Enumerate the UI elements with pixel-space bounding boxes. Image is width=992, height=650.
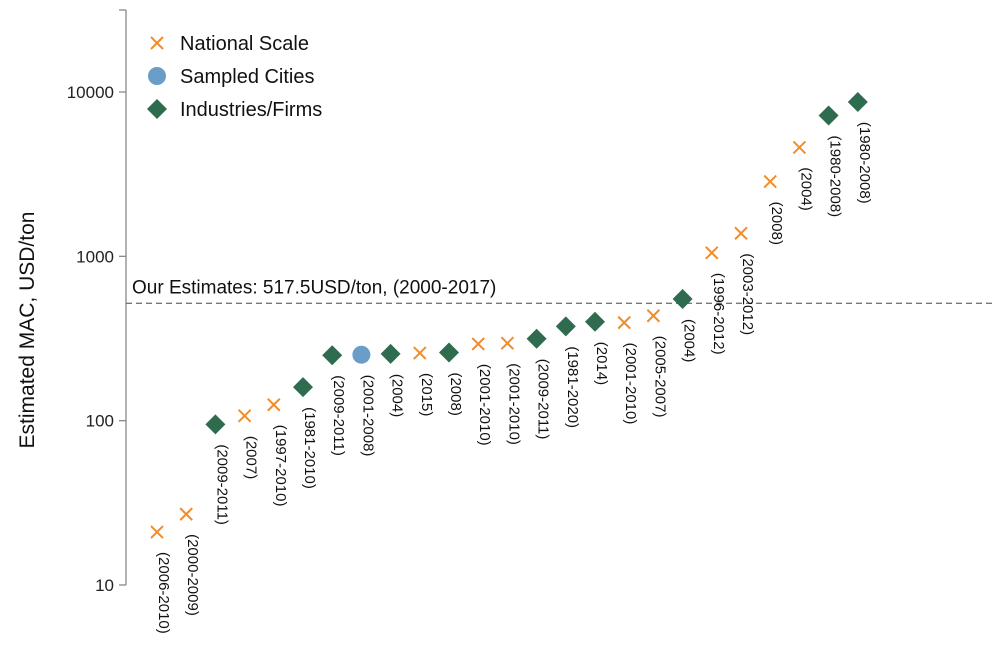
y-tick-label: 10 <box>95 576 114 595</box>
point-marker-firms <box>380 343 401 364</box>
point-label: (1997-2010) <box>272 425 289 507</box>
point-label: (1980-2008) <box>856 122 873 204</box>
point-label: (2009-2011) <box>535 359 552 440</box>
point-label: (2008) <box>447 372 464 415</box>
point-marker-firms <box>322 345 343 366</box>
point-label: (1981-2020) <box>564 346 581 428</box>
y-axis-title: Estimated MAC, USD/ton <box>16 212 39 449</box>
point-marker-firms <box>439 342 459 363</box>
point-marker-national <box>646 309 661 323</box>
point-label: (2003-2012) <box>739 253 756 335</box>
point-label: (2008) <box>768 202 785 245</box>
point-label: (2004) <box>797 167 814 210</box>
reference-line-group: Our Estimates: 517.5USD/ton, (2000-2017) <box>126 277 992 305</box>
point-marker-firms <box>672 289 693 310</box>
point-label: (2014) <box>593 342 610 385</box>
point-label: (2007) <box>243 436 260 479</box>
point-marker-national <box>237 409 252 423</box>
legend-marker-national <box>150 36 164 50</box>
legend-marker-cities <box>148 67 166 85</box>
point-marker-national <box>792 140 807 155</box>
point-label: (2006-2010) <box>155 552 172 634</box>
legend: National Scale Sampled Cities Industries/F… <box>147 33 322 121</box>
point-marker-firms <box>585 311 605 332</box>
reference-line-label: Our Estimates: 517.5USD/ton, (2000-2017) <box>132 277 496 298</box>
point-marker-national <box>763 174 777 189</box>
point-marker-firms <box>818 105 839 126</box>
point-label: (1996-2012) <box>710 273 727 355</box>
point-marker-national <box>179 507 193 521</box>
point-marker-national <box>471 337 485 351</box>
legend-label: Industries/Firms <box>180 99 322 121</box>
point-label: (2004) <box>389 374 406 417</box>
point-marker-national <box>734 226 748 241</box>
point-label: (2004) <box>681 319 698 362</box>
point-label: (2001-2010) <box>505 363 522 445</box>
point-marker-national <box>413 346 427 360</box>
legend-label: National Scale <box>180 33 309 55</box>
point-label: (1981-2010) <box>301 407 318 489</box>
point-label: (2015) <box>418 373 435 416</box>
point-label: (2001-2010) <box>476 364 493 446</box>
point-label: (2009-2011) <box>330 375 347 456</box>
y-axis: 10 100 1000 10000 <box>67 9 127 595</box>
y-tick-label: 100 <box>86 412 114 431</box>
legend-label: Sampled Cities <box>180 66 315 88</box>
point-marker-national <box>705 246 719 260</box>
point-marker-national <box>500 336 515 350</box>
point-label: (2001-2008) <box>359 375 376 457</box>
point-label: (2009-2011) <box>213 444 230 525</box>
point-marker-firms <box>526 328 547 349</box>
point-marker-national <box>150 525 164 539</box>
y-tick-label: 10000 <box>67 83 114 102</box>
point-marker-firms <box>555 316 576 337</box>
point-marker-firms <box>847 91 868 112</box>
y-tick-label: 1000 <box>76 247 114 266</box>
point-marker-cities <box>352 345 371 364</box>
point-marker-firms <box>293 377 313 398</box>
point-label: (2005-2007) <box>651 336 668 418</box>
point-label: (2000-2009) <box>184 534 201 616</box>
data-points: (2006-2010) (2000-2009) (2009-2011) (2007) (… <box>150 91 873 634</box>
point-marker-national <box>617 315 631 330</box>
legend-marker-firms <box>147 99 167 119</box>
point-marker-firms <box>205 414 226 435</box>
point-label: (1980-2008) <box>827 135 844 217</box>
point-label: (2001-2010) <box>622 343 639 425</box>
point-marker-national <box>267 398 281 412</box>
